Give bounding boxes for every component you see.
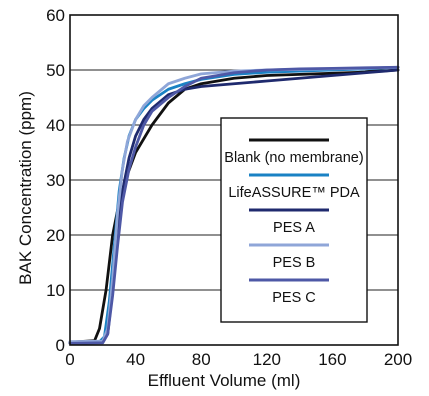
- series-lines: [68, 65, 400, 345]
- plot-frame: [69, 14, 399, 346]
- x-axis-ticks: 0 40 80 120 160 200: [65, 350, 412, 369]
- series-line-1: [68, 68, 400, 344]
- x-tick-label: 200: [384, 350, 412, 369]
- y-tick-label: 50: [46, 61, 65, 80]
- x-tick-label: 160: [318, 350, 346, 369]
- x-tick-label: 40: [126, 350, 145, 369]
- y-axis-title: BAK Concentration (ppm): [16, 91, 35, 285]
- x-tick-label: 120: [253, 350, 281, 369]
- y-tick-label: 20: [46, 226, 65, 245]
- y-tick-label: 0: [56, 336, 65, 355]
- legend-box: [220, 117, 368, 323]
- legend: Blank (no membrane) LifeASSURE™ PDA PES A P…: [220, 117, 368, 323]
- y-tick-label: 60: [46, 6, 65, 25]
- legend-label: PES C: [272, 290, 316, 306]
- y-tick-label: 10: [46, 281, 65, 300]
- legend-label: PES B: [273, 255, 316, 271]
- series-line-5: [68, 65, 400, 345]
- legend-label: LifeASSURE™ PDA: [228, 185, 360, 201]
- x-axis-title: Effluent Volume (ml): [148, 371, 301, 390]
- x-tick-label: 80: [192, 350, 211, 369]
- y-tick-label: 30: [46, 171, 65, 190]
- y-axis-ticks: 0 10 20 30 40 50 60: [46, 6, 65, 355]
- legend-label: Blank (no membrane): [224, 150, 363, 166]
- x-tick-label: 0: [65, 350, 74, 369]
- y-tick-label: 40: [46, 116, 65, 135]
- legend-label: PES A: [273, 220, 315, 236]
